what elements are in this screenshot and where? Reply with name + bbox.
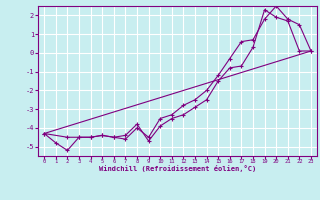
X-axis label: Windchill (Refroidissement éolien,°C): Windchill (Refroidissement éolien,°C) bbox=[99, 165, 256, 172]
